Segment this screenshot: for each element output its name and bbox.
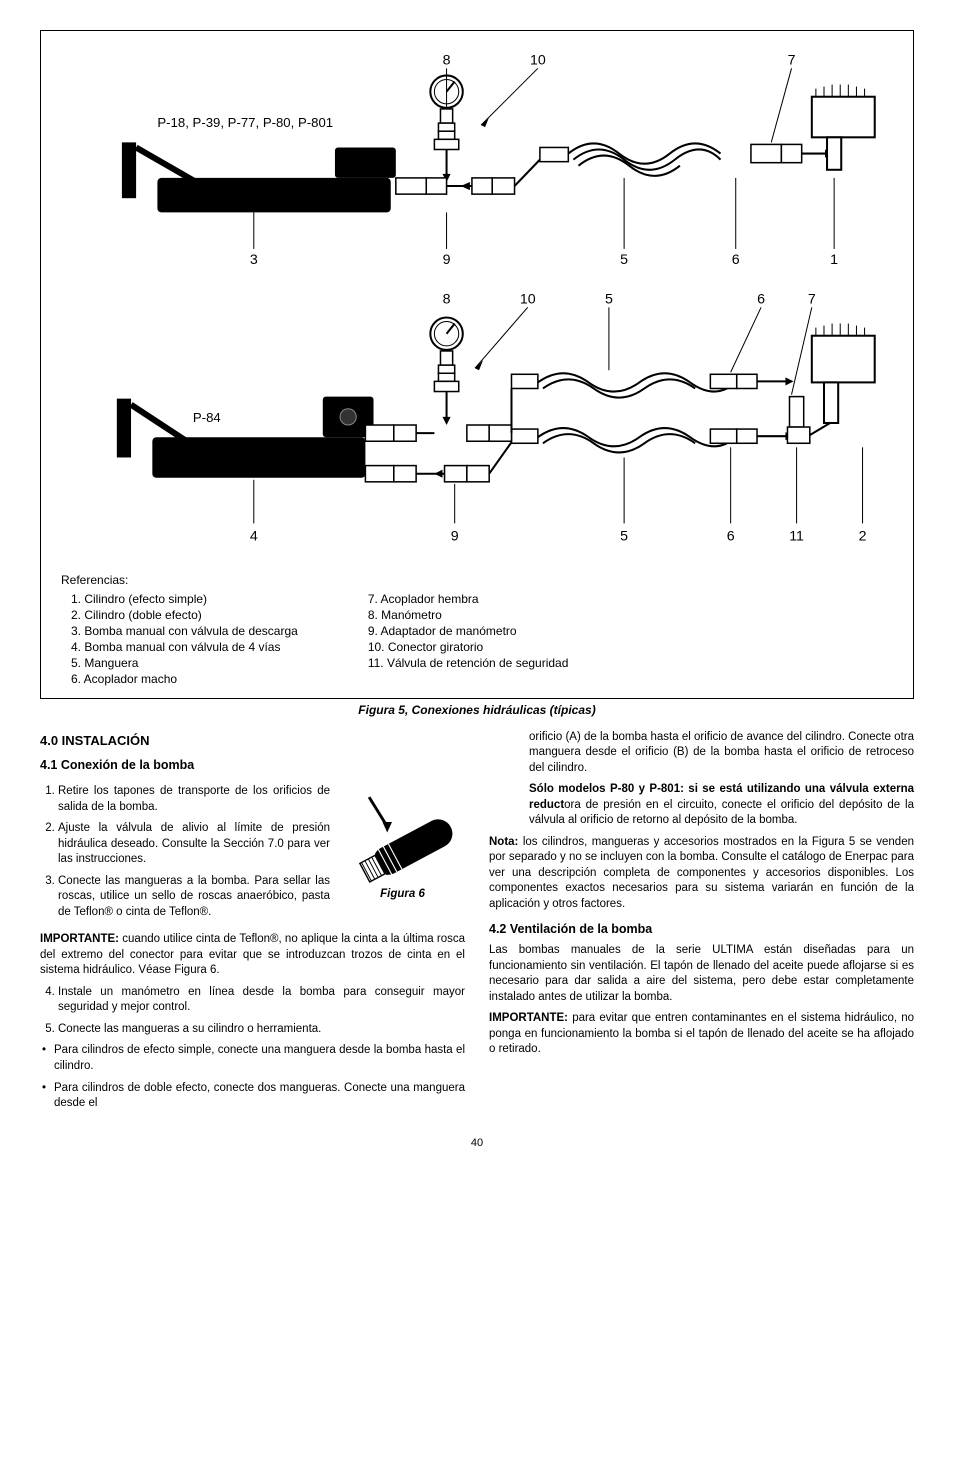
heading-4-1: 4.1 Conexión de la bomba <box>40 757 465 774</box>
nota-text: los cilindros, mangueras y accesorios mo… <box>489 836 914 910</box>
num-8: 8 <box>443 52 451 68</box>
svg-text:6: 6 <box>757 291 765 307</box>
num-3: 3 <box>250 252 258 268</box>
svg-text:10: 10 <box>520 291 536 307</box>
page-number: 40 <box>40 1136 914 1151</box>
diagram-bottom: .lbl{font:14px Arial;} .tag{font:13px Ar… <box>61 285 893 559</box>
pump-label-top: P-18, P-39, P-77, P-80, P-801 <box>157 115 333 130</box>
nota-para: Nota: los cilindros, mangueras y accesor… <box>489 835 914 913</box>
svg-text:9: 9 <box>451 529 459 545</box>
list-item: Instale un manómetro en línea desde la b… <box>58 985 465 1016</box>
diagram-top: .lbl{font:14px Arial;} .tag{font:13px Ar… <box>61 46 893 279</box>
num-6: 6 <box>732 252 740 268</box>
pump-label-bot: P-84 <box>193 410 221 425</box>
references-columns: 1. Cilindro (efecto simple) 2. Cilindro … <box>61 591 893 688</box>
figure-5-caption: Figura 5, Conexiones hidráulicas (típica… <box>40 702 914 718</box>
svg-text:4: 4 <box>250 529 258 545</box>
list-4-1b: Instale un manómetro en línea desde la b… <box>40 985 465 1038</box>
svg-text:5: 5 <box>605 291 613 307</box>
num-10: 10 <box>530 52 546 68</box>
ref-item: 1. Cilindro (efecto simple) <box>71 591 298 607</box>
ref-item: 9. Adaptador de manómetro <box>368 623 569 639</box>
svg-text:2: 2 <box>859 529 867 545</box>
ref-item: 3. Bomba manual con válvula de descarga <box>71 623 298 639</box>
bullet-list: Para cilindros de efecto simple, conecte… <box>40 1043 465 1111</box>
ref-item: 10. Conector giratorio <box>368 639 569 655</box>
ref-col-right: 7. Acoplador hembra 8. Manómetro 9. Adap… <box>358 591 569 688</box>
svg-text:7: 7 <box>808 291 816 307</box>
num-9: 9 <box>443 252 451 268</box>
right-column: orificio (A) de la bomba hasta el orific… <box>489 726 914 1118</box>
ref-item: 8. Manómetro <box>368 607 569 623</box>
figure-6-inset: Figura 6 <box>340 780 465 903</box>
references-title: Referencias: <box>61 572 893 588</box>
importante-1: IMPORTANTE: cuando utilice cinta de Tefl… <box>40 932 465 979</box>
list-item: Conecte las mangueras a su cilindro o he… <box>58 1022 465 1038</box>
num-7: 7 <box>788 52 796 68</box>
ref-item: 6. Acoplador macho <box>71 671 298 687</box>
p-4-2-a: Las bombas manuales de la serie ULTIMA e… <box>489 943 914 1005</box>
bullet: Para cilindros de doble efecto, conecte … <box>54 1081 465 1112</box>
bold-block: Sólo modelos P-80 y P-801: si se está ut… <box>529 782 914 829</box>
heading-4-0: 4.0 INSTALACIÓN <box>40 732 465 750</box>
continuation-para: orificio (A) de la bomba hasta el orific… <box>529 730 914 777</box>
ref-item: 2. Cilindro (doble efecto) <box>71 607 298 623</box>
num-5: 5 <box>620 252 628 268</box>
svg-text:11: 11 <box>789 529 804 545</box>
svg-text:5: 5 <box>620 529 628 545</box>
ref-item: 7. Acoplador hembra <box>368 591 569 607</box>
left-column: 4.0 INSTALACIÓN 4.1 Conexión de la bomba <box>40 726 465 1118</box>
figure-6-caption: Figura 6 <box>340 887 465 903</box>
heading-4-2: 4.2 Ventilación de la bomba <box>489 921 914 938</box>
num-1: 1 <box>830 252 838 268</box>
svg-text:6: 6 <box>727 529 735 545</box>
ref-item: 5. Manguera <box>71 655 298 671</box>
svg-text:8: 8 <box>443 291 451 307</box>
ref-item: 11. Válvula de retención de seguridad <box>368 655 569 671</box>
ref-item: 4. Bomba manual con válvula de 4 vías <box>71 639 298 655</box>
bullet: Para cilindros de efecto simple, conecte… <box>54 1043 465 1074</box>
figure-5-box: .lbl{font:14px Arial;} .tag{font:13px Ar… <box>40 30 914 699</box>
ref-col-left: 1. Cilindro (efecto simple) 2. Cilindro … <box>61 591 298 688</box>
importante-2: IMPORTANTE: para evitar que entren conta… <box>489 1011 914 1058</box>
figure-6-svg <box>340 780 465 885</box>
